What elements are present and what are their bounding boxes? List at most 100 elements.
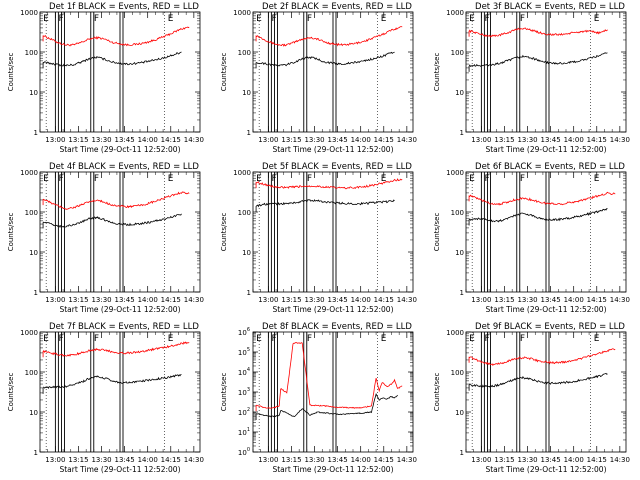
interval-letter: E xyxy=(256,334,262,344)
y-tick-exponent: 5 xyxy=(247,347,250,353)
y-tick-label: 100 xyxy=(25,369,38,377)
events-series-line xyxy=(43,374,182,390)
y-tick-label: 10 xyxy=(455,89,464,97)
x-axis-label: Start Time (29-Oct-11 12:52:00) xyxy=(272,465,393,474)
x-tick-label: 14:15 xyxy=(587,456,607,464)
interval-letter: E xyxy=(381,334,387,344)
y-tick-label: 104 xyxy=(238,367,250,377)
x-tick-label: 13:15 xyxy=(68,456,88,464)
chart-title: Det 4f BLACK = Events, RED = LLD xyxy=(49,162,199,172)
interval-letter: E xyxy=(168,174,174,184)
x-tick-label: 13:00 xyxy=(471,456,491,464)
y-tick-label: 1 xyxy=(460,289,464,297)
lld-series-line xyxy=(469,191,616,206)
chart-panel-5: Det 5f BLACK = Events, RED = LLD Counts/s… xyxy=(220,162,417,314)
x-axis-label: Start Time (29-Oct-11 12:52:00) xyxy=(485,305,606,314)
interval-letter: F xyxy=(271,174,276,184)
lld-series-line xyxy=(42,26,190,47)
x-tick-label: 14:30 xyxy=(397,296,417,304)
x-tick-label: 13:30 xyxy=(517,296,537,304)
x-tick-label: 13:00 xyxy=(45,456,65,464)
chart-panel-7: Det 7f BLACK = Events, RED = LLD Counts/s… xyxy=(7,322,204,474)
y-tick-label: 102 xyxy=(238,407,250,417)
x-tick-label: 14:15 xyxy=(587,136,607,144)
y-tick-label: 10 xyxy=(29,89,38,97)
x-tick-label: 13:00 xyxy=(45,136,65,144)
events-series-line xyxy=(255,393,398,418)
interval-letter: E xyxy=(469,14,475,24)
y-tick-label: 100 xyxy=(25,209,38,217)
x-tick-label: 14:30 xyxy=(184,296,204,304)
x-tick-label: 14:00 xyxy=(351,136,371,144)
x-tick-label: 13:45 xyxy=(328,296,348,304)
interval-letter: E xyxy=(168,334,174,344)
x-axis-label: Start Time (29-Oct-11 12:52:00) xyxy=(485,145,606,154)
chart-title: Det 5f BLACK = Events, RED = LLD xyxy=(262,162,412,172)
y-tick-label: 100 xyxy=(451,209,464,217)
interval-letter: E xyxy=(256,174,262,184)
chart-title: Det 9f BLACK = Events, RED = LLD xyxy=(475,322,625,332)
y-tick-exponent: 4 xyxy=(247,367,250,373)
chart-panel-8: Det 8f BLACK = Events, RED = LLD Counts/s… xyxy=(220,322,417,474)
x-tick-label: 13:45 xyxy=(541,456,561,464)
interval-letter: F xyxy=(94,14,99,24)
lld-series-line xyxy=(255,342,403,409)
y-tick-exponent: 1 xyxy=(247,427,250,433)
y-tick-label: 10 xyxy=(455,249,464,257)
x-tick-label: 14:00 xyxy=(351,296,371,304)
y-tick-label: 101 xyxy=(238,427,250,437)
x-tick-label: 13:15 xyxy=(281,296,301,304)
y-axis-label: Counts/sec xyxy=(7,373,15,412)
x-tick-label: 13:45 xyxy=(115,136,135,144)
x-axis-label: Start Time (29-Oct-11 12:52:00) xyxy=(59,305,180,314)
interval-letter: E xyxy=(594,334,600,344)
events-series-line xyxy=(255,199,395,208)
events-series-line xyxy=(468,372,608,388)
y-tick-exponent: 6 xyxy=(247,327,250,333)
x-tick-label: 13:15 xyxy=(281,456,301,464)
x-tick-label: 14:30 xyxy=(610,136,630,144)
x-tick-label: 13:30 xyxy=(91,136,111,144)
x-axis-label: Start Time (29-Oct-11 12:52:00) xyxy=(272,145,393,154)
y-tick-label: 1 xyxy=(460,449,464,457)
x-tick-label: 14:15 xyxy=(161,136,181,144)
x-tick-label: 13:00 xyxy=(471,296,491,304)
y-tick-label: 1000 xyxy=(446,329,464,337)
interval-letter: F xyxy=(271,334,276,344)
y-tick-label: 100 xyxy=(238,447,250,457)
x-tick-label: 14:30 xyxy=(184,456,204,464)
x-tick-label: 13:45 xyxy=(541,296,561,304)
x-axis-label: Start Time (29-Oct-11 12:52:00) xyxy=(59,465,180,474)
events-series-line xyxy=(255,51,395,67)
interval-letter: E xyxy=(594,174,600,184)
x-tick-label: 13:00 xyxy=(258,456,278,464)
chart-panel-9: Det 9f BLACK = Events, RED = LLD Counts/s… xyxy=(433,322,630,474)
x-tick-label: 13:45 xyxy=(115,456,135,464)
x-tick-label: 14:15 xyxy=(161,296,181,304)
interval-letter: E xyxy=(43,174,49,184)
interval-letter: F xyxy=(307,14,312,24)
y-tick-label: 106 xyxy=(238,327,250,337)
x-tick-label: 14:00 xyxy=(138,296,158,304)
x-tick-label: 13:15 xyxy=(494,136,514,144)
y-axis-label: Counts/sec xyxy=(433,213,441,252)
x-tick-label: 13:30 xyxy=(91,456,111,464)
x-tick-label: 14:00 xyxy=(564,136,584,144)
y-tick-label: 10 xyxy=(242,89,251,97)
interval-letter: F xyxy=(58,14,63,24)
interval-letter: E xyxy=(168,14,174,24)
y-tick-label: 10 xyxy=(29,249,38,257)
chart-panel-2: Det 2f BLACK = Events, RED = LLD Counts/s… xyxy=(220,2,417,154)
interval-letter: F xyxy=(484,174,489,184)
x-tick-label: 14:00 xyxy=(138,456,158,464)
events-series-line xyxy=(468,52,608,67)
x-tick-label: 14:30 xyxy=(610,456,630,464)
chart-title: Det 1f BLACK = Events, RED = LLD xyxy=(49,2,199,12)
x-tick-label: 14:30 xyxy=(397,136,417,144)
chart-panel-3: Det 3f BLACK = Events, RED = LLD Counts/s… xyxy=(433,2,630,154)
interval-letter: F xyxy=(58,174,63,184)
y-tick-exponent: 3 xyxy=(247,387,250,393)
x-axis-label: Start Time (29-Oct-11 12:52:00) xyxy=(59,145,180,154)
interval-letter: E xyxy=(43,14,49,24)
x-tick-label: 14:00 xyxy=(138,136,158,144)
